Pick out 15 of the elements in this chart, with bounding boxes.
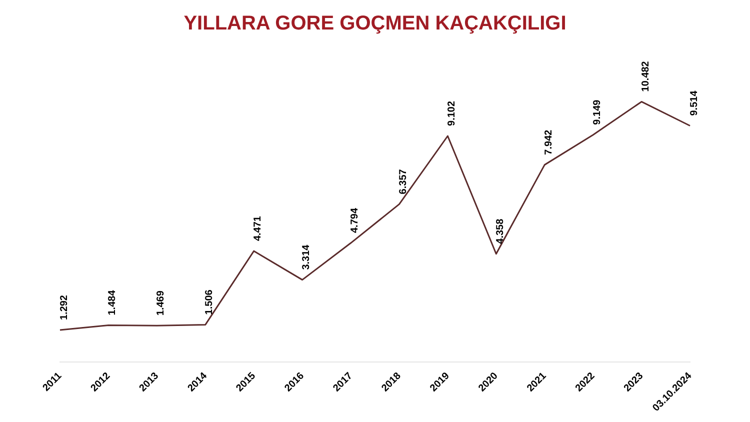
data-label: 9.149 — [592, 99, 603, 125]
data-label: 3.314 — [301, 244, 312, 270]
data-label: 4.471 — [252, 216, 264, 242]
data-label: 9.102 — [446, 100, 458, 126]
data-label: 1.292 — [58, 294, 70, 320]
data-label: 9.514 — [688, 90, 700, 116]
data-label: 1.484 — [107, 290, 118, 316]
data-label: 4.358 — [494, 218, 506, 244]
data-label: 7.942 — [543, 129, 554, 155]
data-label: 1.469 — [156, 290, 167, 316]
data-label: 6.357 — [398, 168, 409, 194]
data-label: 1.506 — [204, 289, 216, 315]
data-label: 4.794 — [350, 208, 361, 234]
chart-title: YILLARA GORE GOÇMEN KAÇAKÇILIGI — [184, 12, 566, 35]
data-label: 10.482 — [640, 60, 652, 92]
